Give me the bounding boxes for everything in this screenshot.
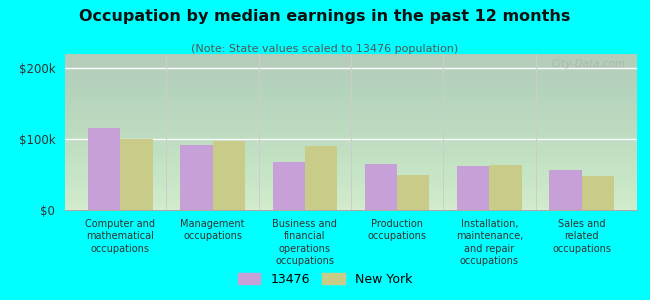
Bar [272, 162, 305, 210]
Bar [180, 145, 213, 210]
Bar [305, 146, 337, 210]
Text: (Note: State values scaled to 13476 population): (Note: State values scaled to 13476 popu… [191, 44, 459, 53]
Text: Occupation by median earnings in the past 12 months: Occupation by median earnings in the pas… [79, 9, 571, 24]
Bar [365, 164, 397, 210]
Bar [489, 165, 522, 210]
Bar [549, 170, 582, 210]
Legend: 13476, New York: 13476, New York [233, 268, 417, 291]
Bar [88, 128, 120, 210]
Bar [457, 166, 489, 210]
Bar [582, 176, 614, 210]
Bar [397, 175, 430, 210]
Bar [120, 139, 153, 210]
Text: City-Data.com: City-Data.com [551, 59, 625, 69]
Bar [213, 141, 245, 210]
